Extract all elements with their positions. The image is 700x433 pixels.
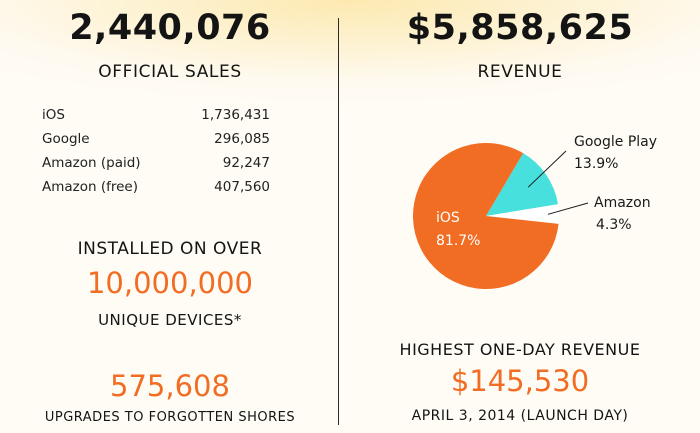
pie-slice-amazon (486, 204, 559, 224)
platform-value: 92,247 (222, 155, 270, 171)
installed-heading: INSTALLED ON OVER (77, 239, 263, 259)
platform-value: 1,736,431 (201, 107, 270, 123)
upgrades-label: UPGRADES TO FORGOTTEN SHORES (44, 410, 296, 425)
pie-label-ios-name: iOS (436, 210, 460, 226)
pie-label-google-value: 13.9% (574, 156, 618, 172)
pie-slice-google-play (486, 153, 559, 216)
platform-value: 296,085 (214, 131, 270, 147)
platform-name: Google (42, 131, 90, 147)
platform-name: iOS (42, 107, 65, 123)
revenue-value: $5,858,625 (406, 8, 634, 48)
installed-count: 10,000,000 (86, 266, 254, 300)
platform-row-amazon-paid: Amazon (paid) 92,247 (42, 155, 270, 171)
platform-row-ios: iOS 1,736,431 (42, 107, 270, 123)
platform-value: 407,560 (214, 179, 270, 195)
pie-label-ios-value: 81.7% (436, 233, 480, 249)
platform-name: Amazon (paid) (42, 155, 141, 171)
column-divider (338, 18, 339, 425)
total-sales-label: OFFICIAL SALES (98, 62, 242, 82)
highest-revenue-heading: HIGHEST ONE-DAY REVENUE (399, 340, 641, 359)
revenue-label: REVENUE (477, 62, 563, 82)
platform-name: Amazon (free) (42, 179, 139, 195)
leader-line-google-play (527, 150, 567, 188)
platform-row-amazon-free: Amazon (free) 407,560 (42, 179, 270, 195)
platform-row-google: Google 296,085 (42, 131, 270, 147)
pie-slice-ios (412, 142, 559, 289)
installed-subheading: UNIQUE DEVICES* (98, 311, 242, 329)
highest-revenue-date: APRIL 3, 2014 (LAUNCH DAY) (411, 408, 629, 424)
highest-revenue-value: $145,530 (450, 364, 590, 398)
pie-label-amazon-name: Amazon (594, 195, 651, 211)
total-sales-value: 2,440,076 (69, 8, 271, 48)
upgrades-count: 575,608 (110, 369, 230, 403)
pie-label-google-name: Google Play (574, 134, 657, 150)
pie-label-amazon-value: 4.3% (596, 217, 632, 233)
leader-line-amazon (547, 202, 589, 215)
